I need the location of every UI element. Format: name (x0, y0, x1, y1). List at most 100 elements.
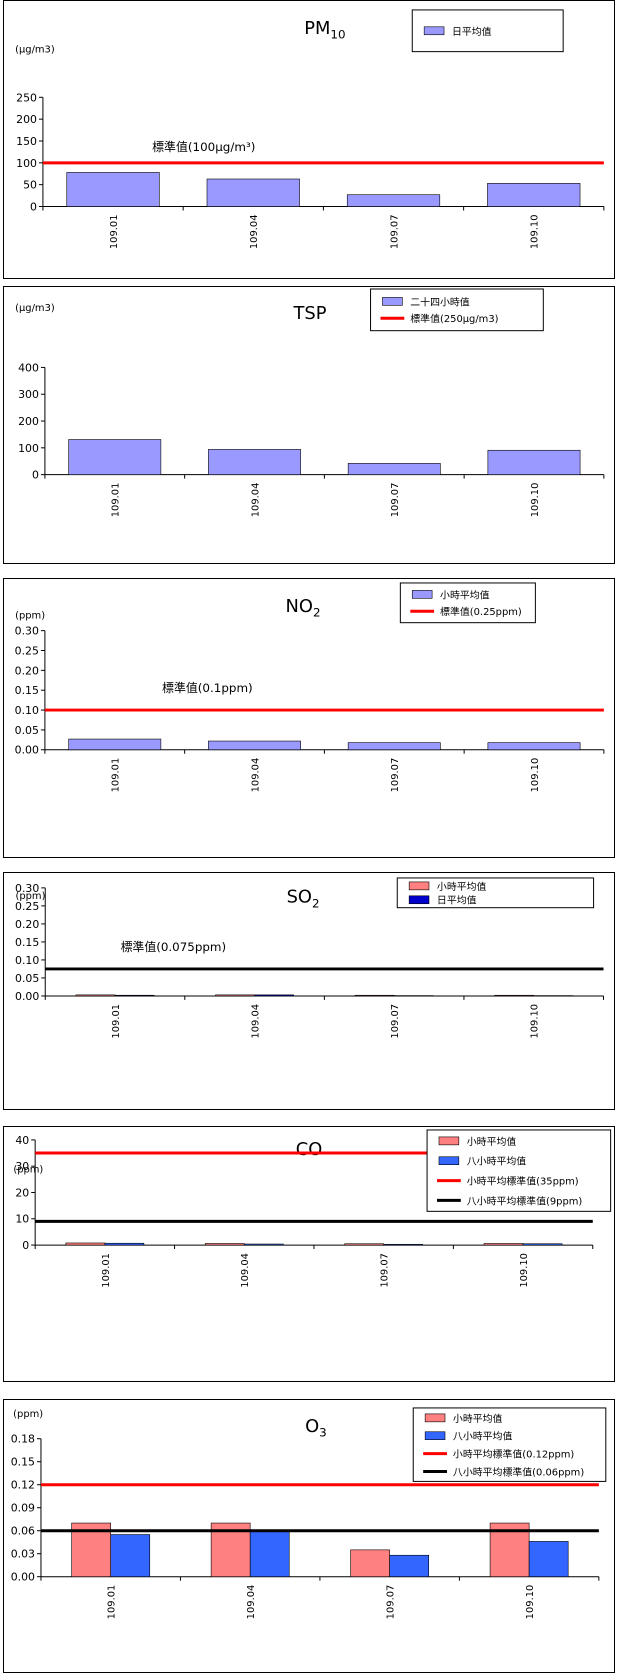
so2-y-tick-label: 0.05 (15, 972, 39, 985)
no2-bar-s1 (208, 740, 301, 751)
pm10-bar-s1 (487, 183, 581, 207)
no2-legend-swatch (411, 590, 433, 599)
co-bar-s1 (344, 1243, 384, 1246)
co-y-tick-label: 20 (15, 1186, 29, 1199)
pm10-x-tick-label: 109.01 (109, 214, 120, 249)
co-x-tick-label: 109.04 (240, 1253, 251, 1288)
tsp-bar-s1 (347, 463, 441, 475)
no2-x-tick-label: 109.04 (250, 758, 261, 793)
pm10-y-tick-label: 150 (16, 135, 37, 148)
pm10-x-tick-label: 109.07 (389, 214, 400, 249)
so2-bar-s2 (533, 995, 574, 997)
so2-y-tick-label: 0.30 (15, 882, 39, 895)
tsp-y-tick-label: 300 (18, 388, 39, 401)
so2-chart-svg: SO2 (ppm) 0.00 0.05 0.10 0.15 0.20 0.25 0.30 109.… (15, 877, 604, 1039)
no2-y-tick-label: 0.30 (15, 625, 39, 638)
co-chart-svg: CO (ppm) 0 10 20 30 40 109.01 109.04 109.07 109.10… (13, 1129, 612, 1288)
co-unit-label: (ppm) (13, 1165, 43, 1176)
o3-legend-box (412, 1407, 607, 1482)
no2-y-tick-label: 0.20 (15, 664, 39, 677)
tsp-x-tick-label: 109.10 (530, 483, 541, 518)
so2-y-tick-label: 0.15 (15, 936, 39, 949)
o3-bar-s2 (249, 1530, 290, 1577)
tsp-legend-swatch (382, 297, 403, 306)
o3-legend-label: 小時平均標準值(0.12ppm) (453, 1448, 574, 1461)
co-x-tick-label: 109.10 (519, 1253, 530, 1288)
o3-bar-s1 (350, 1549, 390, 1577)
co-legend-label: 八小時平均值 (467, 1155, 527, 1168)
co-chart-panel: CO (ppm) 0 10 20 30 40 109.01 109.04 109.07 109.10… (3, 1126, 615, 1382)
so2-legend-box (396, 877, 595, 909)
no2-bar-s1 (68, 738, 162, 751)
pm10-legend-label: 日平均值 (452, 25, 492, 38)
so2-reference-label: 標準值(0.075ppm) (121, 940, 227, 954)
so2-bar-s1 (354, 994, 395, 997)
co-x-tick-label: 109.01 (101, 1253, 112, 1288)
pm10-chart-panel: PM10 (μg/m3) 0 50 100 150 200 250 109.01 109.04 10… (3, 0, 615, 279)
no2-chart-svg: NO2 (ppm) 0.00 0.05 0.10 0.15 0.20 0.25 0.30 109.… (15, 582, 605, 793)
o3-x-tick-label: 109.07 (386, 1585, 397, 1620)
pm10-y-tick-label: 250 (16, 91, 37, 104)
tsp-y-tick-label: 200 (18, 415, 39, 428)
pm10-x-tick-label: 109.04 (249, 214, 260, 249)
so2-chart-panel: SO2 (ppm) 0.00 0.05 0.10 0.15 0.20 0.25 0.30 109.… (3, 872, 615, 1110)
o3-chart-panel: O3 (ppm) 0.00 0.03 0.06 0.09 0.12 0.15 0.18 109.0… (3, 1399, 615, 1673)
co-bar-s1 (204, 1243, 245, 1246)
co-bar-s2 (383, 1243, 423, 1246)
o3-legend-swatch (424, 1413, 446, 1423)
o3-legend-label: 小時平均值 (453, 1412, 503, 1425)
so2-y-tick-label: 0.00 (15, 990, 39, 1003)
so2-legend-label: 日平均值 (437, 894, 477, 907)
so2-chart-title-subscript: 2 (312, 897, 320, 911)
so2-bar-s1 (494, 994, 535, 997)
so2-y-tick-label: 0.20 (15, 918, 39, 931)
no2-chart-title-subscript: 2 (313, 606, 321, 620)
o3-x-tick-label: 109.01 (107, 1585, 118, 1620)
so2-legend-swatch (408, 895, 430, 905)
tsp-bar-s1 (487, 449, 581, 475)
so2-chart-title: SO2 (287, 887, 320, 911)
o3-x-tick-label: 109.10 (525, 1585, 536, 1620)
no2-x-tick-label: 109.10 (530, 758, 541, 793)
pm10-bar-s1 (346, 194, 441, 207)
pm10-unit-label: (μg/m3) (15, 45, 55, 56)
pm10-chart-title-subscript: 10 (330, 28, 345, 42)
o3-y-tick-label: 0.06 (11, 1525, 35, 1538)
no2-legend-label: 小時平均值 (440, 588, 490, 601)
co-bar-s1 (483, 1243, 524, 1246)
co-bar-s2 (522, 1243, 563, 1246)
o3-bar-s2 (528, 1541, 569, 1577)
tsp-chart-panel: TSP (μg/m3) 0 100 200 300 400 109.01 109.04 109.0… (3, 286, 615, 564)
pm10-y-tick-label: 200 (16, 113, 37, 126)
so2-x-tick-label: 109.04 (251, 1004, 262, 1039)
o3-x-tick-label: 109.04 (246, 1585, 257, 1620)
no2-chart-panel: NO2 (ppm) 0.00 0.05 0.10 0.15 0.20 0.25 0.30 109.… (3, 578, 615, 858)
co-y-tick-label: 40 (15, 1134, 29, 1147)
so2-unit-label: (ppm) (15, 891, 45, 902)
tsp-bar-s1 (208, 449, 301, 475)
so2-legend-label: 小時平均值 (437, 880, 487, 893)
o3-y-tick-label: 0.00 (11, 1571, 35, 1584)
pm10-y-tick-label: 0 (30, 200, 37, 213)
o3-y-tick-label: 0.09 (11, 1502, 35, 1515)
o3-chart-title: O3 (305, 1416, 327, 1440)
co-legend-swatch (438, 1156, 460, 1166)
o3-chart-title-subscript: 3 (319, 1426, 327, 1440)
tsp-y-tick-label: 400 (18, 361, 39, 374)
o3-legend-label: 八小時平均值 (453, 1430, 513, 1443)
o3-y-tick-label: 0.03 (11, 1548, 35, 1561)
no2-legend-label: 標準值(0.25ppm) (440, 605, 522, 618)
pm10-reference-label: 標準值(100μg/m³) (152, 140, 255, 154)
tsp-chart-title: TSP (292, 303, 326, 324)
tsp-legend-label: 二十四小時值 (410, 295, 470, 308)
tsp-x-tick-label: 109.01 (111, 483, 122, 518)
co-bar-s2 (243, 1243, 284, 1246)
no2-y-tick-label: 0.25 (15, 644, 39, 657)
co-y-tick-label: 0 (22, 1239, 29, 1252)
so2-x-tick-label: 109.07 (390, 1004, 401, 1039)
tsp-unit-label: (μg/m3) (15, 303, 55, 314)
o3-y-tick-label: 0.18 (11, 1433, 35, 1446)
co-legend-label: 八小時平均標準值(9ppm) (467, 1194, 583, 1207)
o3-legend-label: 八小時平均標準值(0.06ppm) (453, 1465, 584, 1478)
co-y-tick-label: 10 (15, 1213, 29, 1226)
